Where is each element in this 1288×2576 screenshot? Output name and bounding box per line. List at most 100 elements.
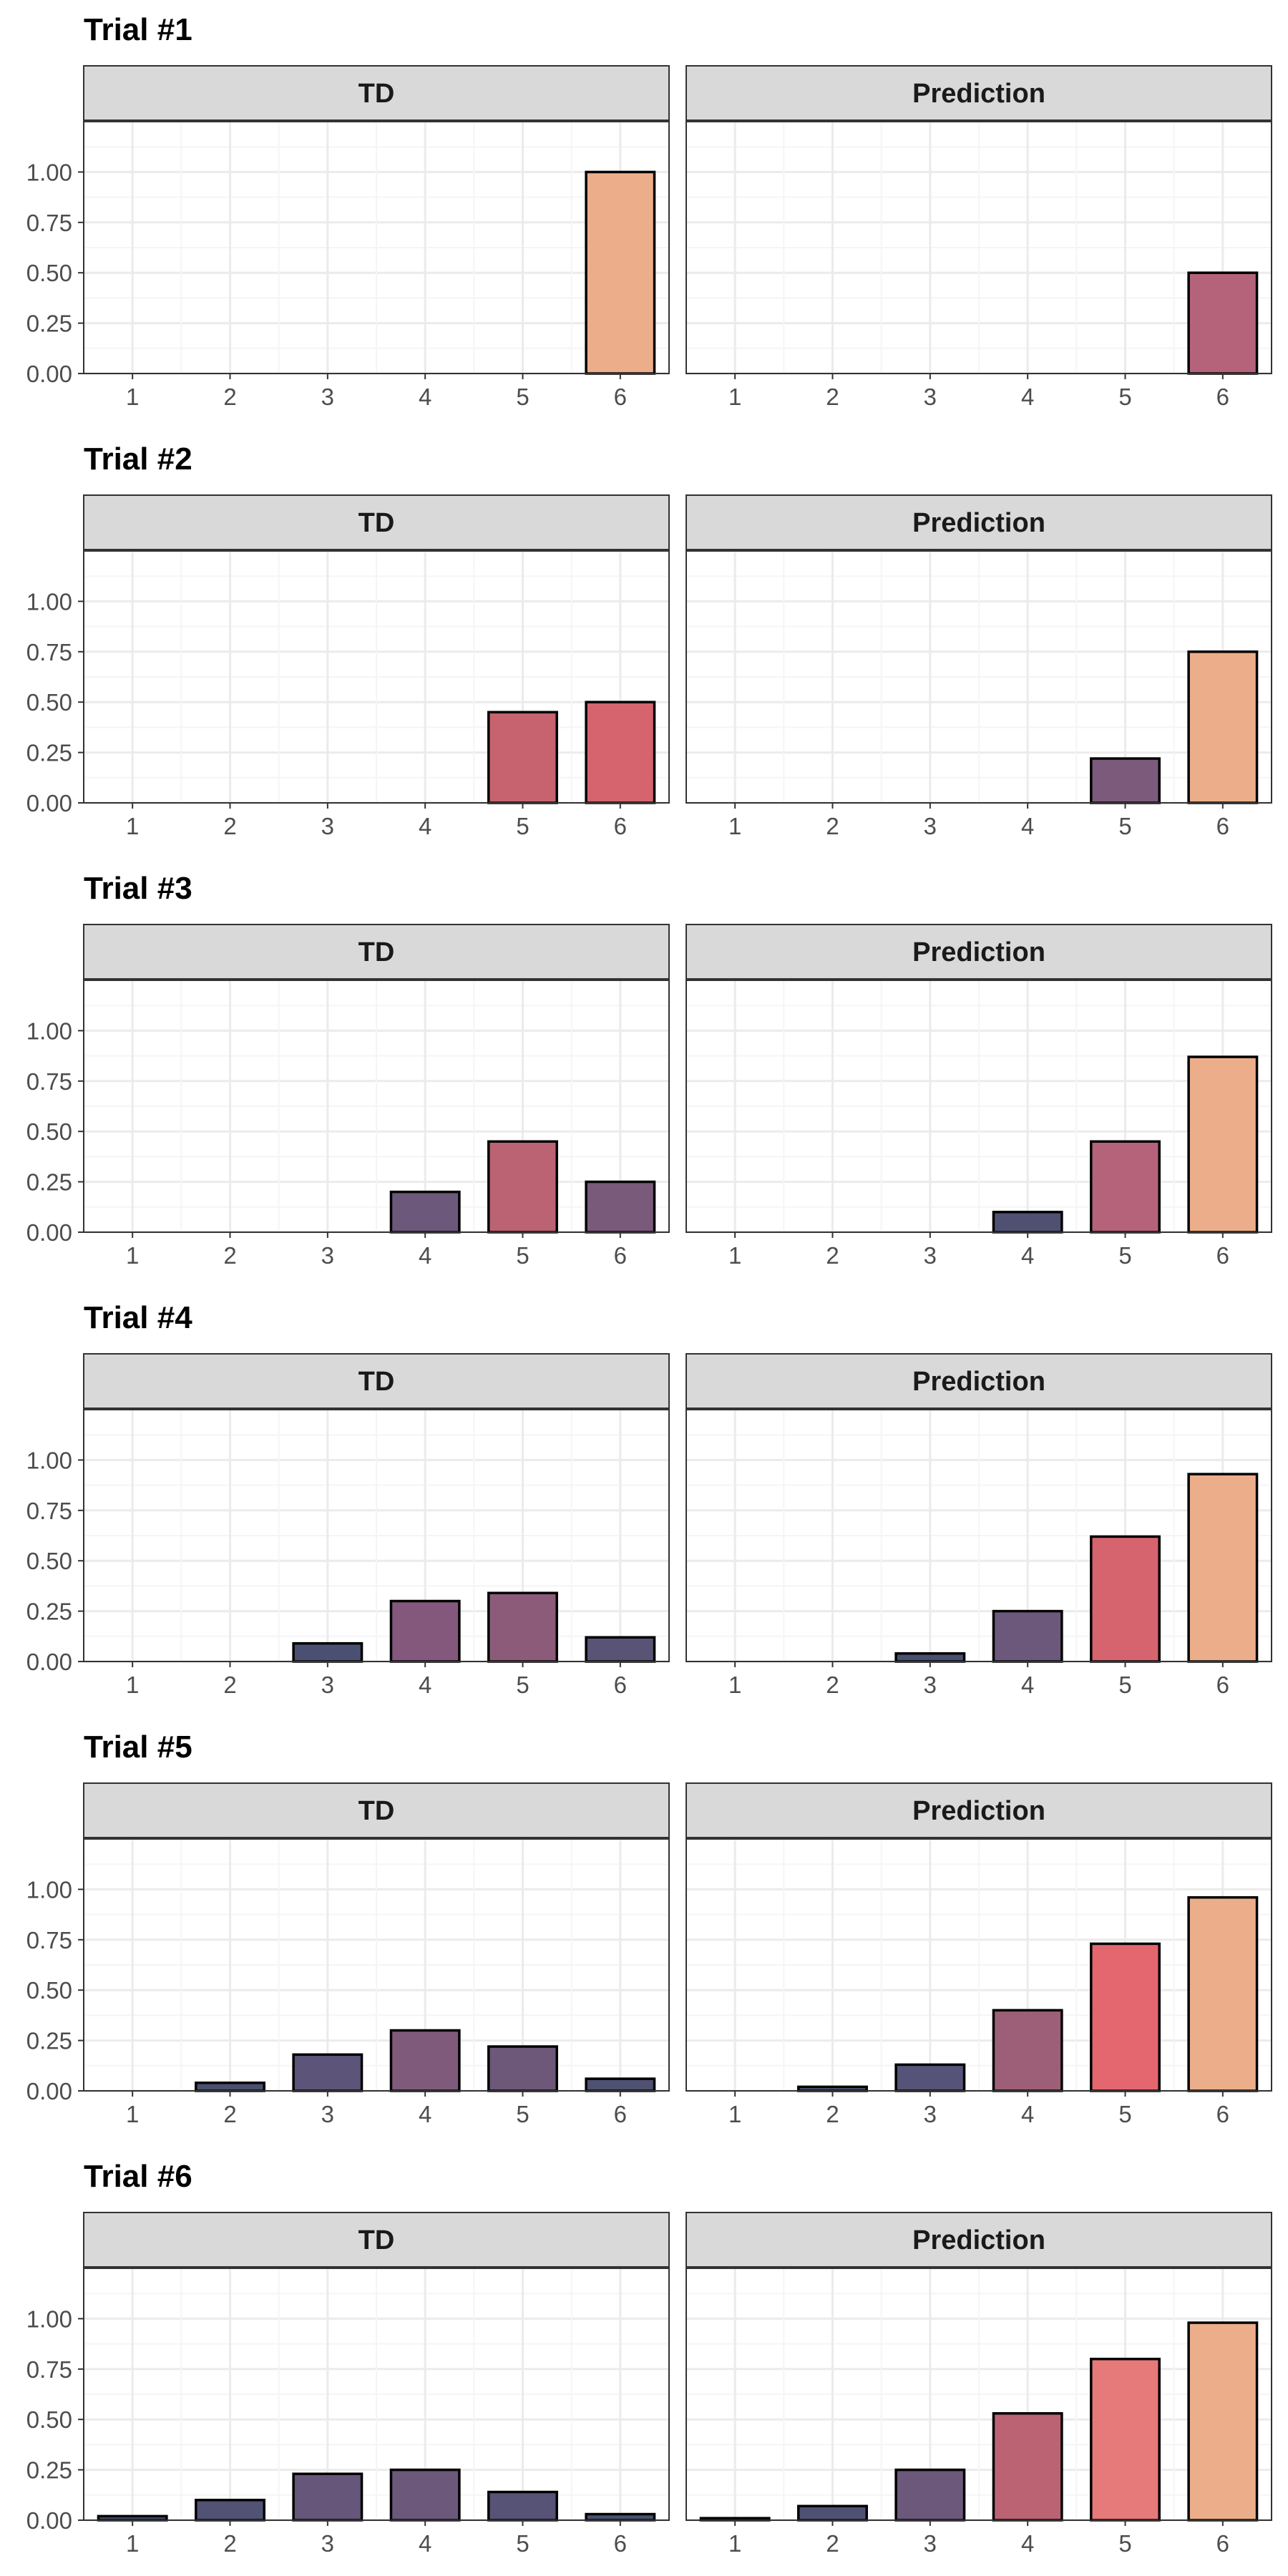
facet-strip — [686, 494, 1272, 550]
y-tick-label: 1.00 — [26, 1018, 72, 1044]
x-tick-label: 5 — [516, 813, 529, 839]
x-tick-label: 2 — [223, 1242, 236, 1269]
facet-strip-label: TD — [358, 508, 395, 538]
bar-3 — [894, 2468, 966, 2522]
bar-6 — [585, 2077, 656, 2092]
x-tick-label: 4 — [1021, 2530, 1034, 2557]
facet-strip — [83, 65, 670, 121]
x-tick-label: 4 — [1021, 2101, 1034, 2127]
x-tick-label: 5 — [516, 1242, 529, 1269]
x-tick-label: 1 — [126, 2101, 139, 2127]
panel-border — [83, 1838, 670, 2092]
y-tick-label: 0.25 — [26, 2457, 72, 2484]
y-tick-label: 0.75 — [26, 1498, 72, 1524]
facet-strip — [686, 924, 1272, 980]
x-tick-label: 1 — [728, 2530, 741, 2557]
x-tick-label: 1 — [126, 384, 139, 410]
panel-border — [686, 1409, 1272, 1662]
x-tick-label: 1 — [126, 813, 139, 839]
bar-6 — [585, 1636, 656, 1663]
bar-6 — [1187, 1055, 1259, 1234]
y-tick-label: 1.00 — [26, 588, 72, 615]
y-tick-label: 0.50 — [26, 1548, 72, 1574]
y-tick-label: 1.00 — [26, 159, 72, 185]
panel-td: TD 1 2 3 4 5 6 0.00 0.25 0.50 0.75 1.00 — [26, 1353, 670, 1698]
trial-1-group: Trial #1 TD 1 2 3 4 5 6 0.00 0.25 0.50 0.75 1.00 Pred… — [26, 12, 1272, 410]
y-tick-label: 1.00 — [26, 1876, 72, 1903]
x-tick-label: 2 — [826, 2530, 839, 2557]
panel-border — [83, 980, 670, 1233]
y-tick-label: 0.25 — [26, 1169, 72, 1196]
bar-6 — [585, 1180, 656, 1234]
x-tick-label: 1 — [728, 384, 741, 410]
bar-4 — [389, 2029, 461, 2092]
panel-prediction: Prediction 1 2 3 4 5 6 — [686, 1353, 1272, 1698]
panel-border — [83, 121, 670, 374]
bar-3 — [292, 2472, 364, 2522]
y-tick-label: 0.25 — [26, 2028, 72, 2054]
trial-3-group: Trial #3 TD 1 2 3 4 5 6 0.00 0.25 0.50 0.75 1.00 Pred… — [26, 871, 1272, 1269]
y-tick-label: 0.25 — [26, 1599, 72, 1625]
panel-border — [686, 2268, 1272, 2521]
x-tick-label: 6 — [1216, 2101, 1229, 2127]
x-tick-label: 6 — [1216, 1242, 1229, 1269]
x-tick-label: 1 — [728, 1672, 741, 1698]
x-tick-label: 1 — [728, 813, 741, 839]
bar-6 — [1187, 650, 1259, 804]
bar-6 — [585, 701, 656, 804]
x-tick-label: 4 — [419, 384, 431, 410]
x-tick-label: 4 — [1021, 813, 1034, 839]
facet-strip-label: TD — [358, 1796, 395, 1826]
bar-4 — [389, 2468, 461, 2522]
bar-6 — [1187, 2321, 1259, 2522]
facet-strip-label: Prediction — [912, 937, 1045, 967]
x-tick-label: 5 — [516, 1672, 529, 1698]
x-tick-label: 3 — [321, 2101, 334, 2127]
x-tick-label: 1 — [728, 1242, 741, 1269]
x-tick-label: 2 — [826, 1672, 839, 1698]
y-tick-label: 0.75 — [26, 210, 72, 236]
x-tick-label: 5 — [1118, 2101, 1131, 2127]
x-tick-label: 1 — [126, 2530, 139, 2557]
x-tick-label: 6 — [614, 2101, 627, 2127]
y-tick-label: 0.25 — [26, 311, 72, 337]
trial-2-group: Trial #2 TD 1 2 3 4 5 6 0.00 0.25 0.50 0.75 1.00 Pred… — [26, 441, 1272, 839]
x-tick-label: 4 — [1021, 1672, 1034, 1698]
panel-prediction: Prediction 1 2 3 4 5 6 — [686, 924, 1272, 1269]
panel-td: TD 1 2 3 4 5 6 0.00 0.25 0.50 0.75 1.00 — [26, 2212, 670, 2557]
x-tick-label: 2 — [826, 2101, 839, 2127]
y-tick-label: 0.00 — [26, 2507, 72, 2534]
trial-title: Trial #4 — [84, 1300, 192, 1335]
bar-5 — [487, 1591, 558, 1663]
panel-td: TD 1 2 3 4 5 6 0.00 0.25 0.50 0.75 1.00 — [26, 65, 670, 410]
y-tick-label: 0.75 — [26, 2356, 72, 2383]
x-tick-label: 5 — [1118, 384, 1131, 410]
x-tick-label: 2 — [223, 384, 236, 410]
panel-border — [686, 121, 1272, 374]
facet-strip-label: Prediction — [912, 2225, 1045, 2255]
trial-5-group: Trial #5 TD 1 2 3 4 5 6 0.00 0.25 0.50 0.75 1.00 Pred… — [26, 1729, 1272, 2127]
panel-td: TD 1 2 3 4 5 6 0.00 0.25 0.50 0.75 1.00 — [26, 1782, 670, 2127]
y-tick-label: 1.00 — [26, 2306, 72, 2332]
bar-4 — [992, 2412, 1063, 2522]
x-tick-label: 3 — [924, 2101, 937, 2127]
x-tick-label: 4 — [419, 2530, 431, 2557]
facet-strip — [83, 1782, 670, 1838]
panel-border — [83, 1409, 670, 1662]
bar-2 — [195, 2081, 265, 2092]
x-tick-label: 2 — [826, 813, 839, 839]
panel-prediction: Prediction 1 2 3 4 5 6 — [686, 1782, 1272, 2127]
trial-title: Trial #3 — [84, 871, 192, 906]
x-tick-label: 3 — [924, 2530, 937, 2557]
y-tick-label: 0.00 — [26, 2078, 72, 2104]
x-tick-label: 3 — [924, 384, 937, 410]
bar-5 — [487, 2490, 558, 2522]
x-tick-label: 2 — [223, 2530, 236, 2557]
bar-2 — [195, 2499, 265, 2522]
bar-6 — [1187, 1896, 1259, 2092]
bar-5 — [1090, 1140, 1161, 1234]
bar-5 — [1090, 757, 1161, 804]
bar-5 — [487, 1140, 558, 1234]
facet-strip — [686, 1353, 1272, 1409]
facet-strip — [83, 2212, 670, 2268]
